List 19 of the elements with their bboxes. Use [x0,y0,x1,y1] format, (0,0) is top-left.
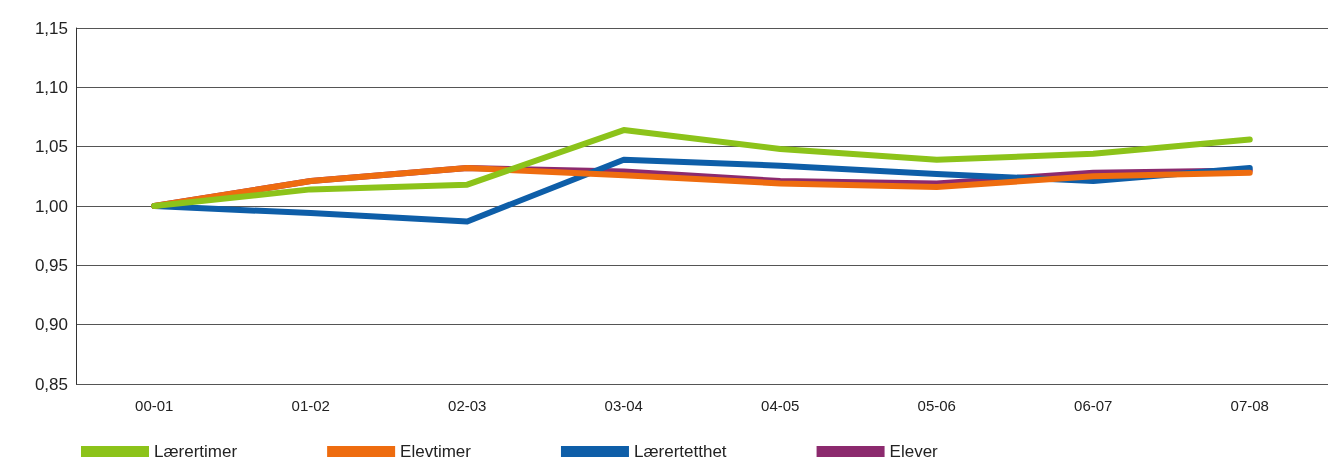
x-tick-label: 00-01 [135,397,174,414]
y-tick-label: 1,15 [34,18,68,38]
x-tick-label: 01-02 [291,397,330,414]
legend-label: Lærertetthet [633,442,727,461]
x-tick-label: 05-06 [917,397,956,414]
x-tick-label: 02-03 [448,397,487,414]
x-tick-label: 07-08 [1230,397,1269,414]
x-tick-label: 03-04 [604,397,643,414]
y-tick-label: 0,95 [34,255,68,275]
y-tick-label: 0,90 [34,315,68,335]
legend-label: Elevtimer [400,442,472,461]
y-tick-label: 1,10 [34,77,68,97]
legend-label: Lærertimer [154,442,238,461]
x-tick-label: 04-05 [761,397,800,414]
y-tick-label: 1,05 [34,137,68,157]
y-tick-label: 1,00 [34,196,68,216]
y-tick-label: 0,85 [34,374,68,394]
legend-label: Elever [889,442,939,461]
x-tick-label: 06-07 [1074,397,1113,414]
